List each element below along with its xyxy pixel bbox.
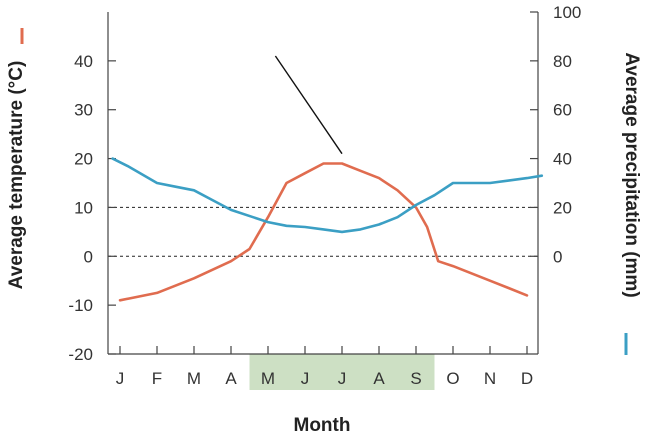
month-label: J [116, 369, 125, 388]
month-label: A [225, 369, 237, 388]
temperature-line [118, 162, 529, 302]
right-tick-label: 100 [553, 3, 581, 22]
month-label: O [446, 369, 459, 388]
left-tick-label: 0 [84, 247, 93, 266]
month-label: J [301, 369, 310, 388]
annotation-pointer-line [274, 55, 343, 155]
series-lines [111, 55, 544, 302]
month-label: F [152, 369, 162, 388]
precipitation-line [111, 157, 544, 234]
left-tick-label: 10 [74, 198, 93, 217]
highlight-band [249, 354, 435, 390]
x-axis-title: Month [294, 415, 351, 436]
right-tick-label: 60 [553, 101, 572, 120]
left-axis-title: Average temperature (°C) [6, 61, 27, 290]
left-tick-label: -10 [68, 296, 93, 315]
left-tick-label: 20 [74, 150, 93, 169]
month-label: M [261, 369, 275, 388]
right-axis-title: Average precipitation (mm) [621, 52, 642, 297]
left-tick-label: 40 [74, 52, 93, 71]
summer-highlight [249, 354, 435, 390]
month-label: D [521, 369, 533, 388]
month-label: S [410, 369, 421, 388]
month-label: M [187, 369, 201, 388]
right-tick-label: 80 [553, 52, 572, 71]
tick-labels: -20 -10 0 10 20 30 40 0 20 40 60 80 100 J F M A M J J A S O N D [68, 3, 581, 388]
right-tick-label: 0 [553, 247, 562, 266]
month-label: N [484, 369, 496, 388]
month-label: J [338, 369, 347, 388]
right-tick-label: 40 [553, 150, 572, 169]
left-tick-label: -20 [68, 345, 93, 364]
left-tick-label: 30 [74, 101, 93, 120]
right-tick-label: 20 [553, 198, 572, 217]
month-label: A [373, 369, 385, 388]
